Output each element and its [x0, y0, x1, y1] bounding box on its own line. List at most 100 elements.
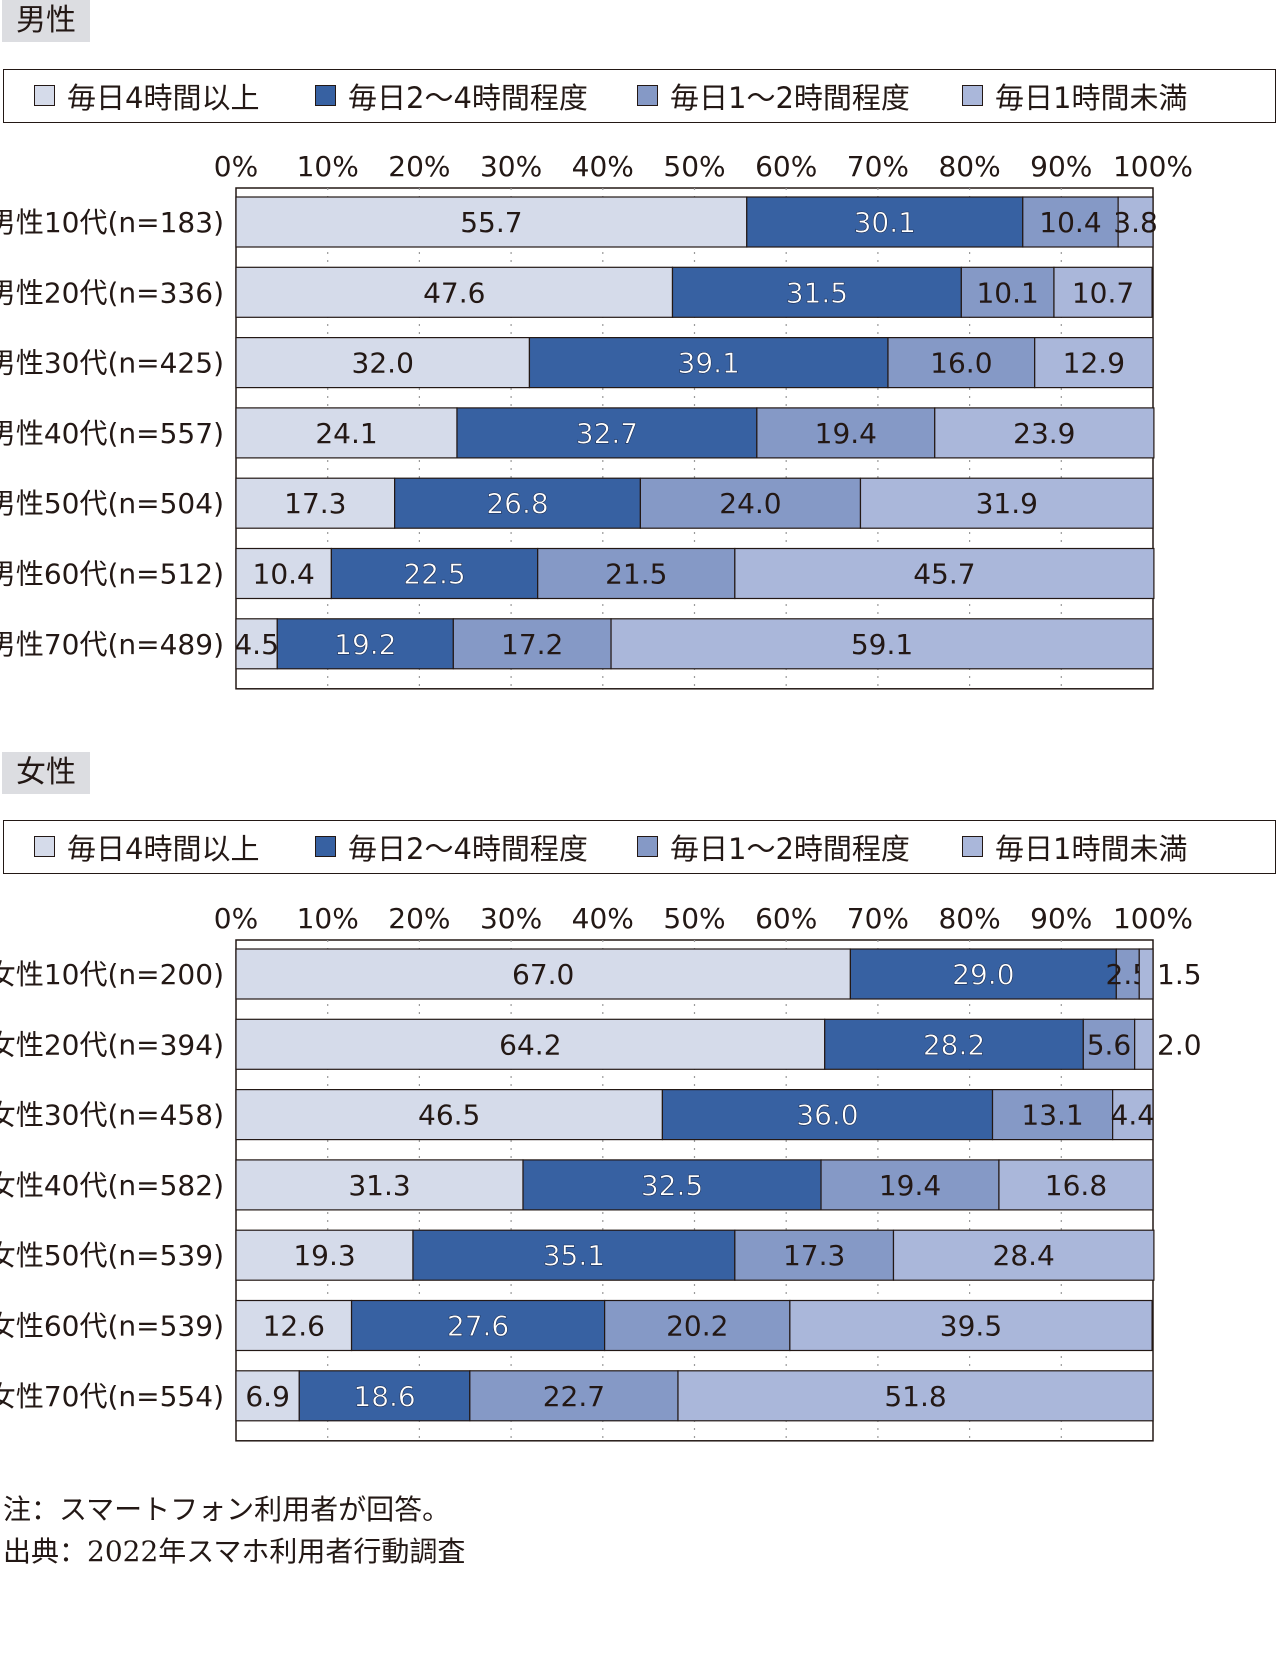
tick-label: 100%: [1113, 902, 1193, 935]
footnote-source: 出典：2022年スマホ利用者行動調査: [3, 1535, 466, 1568]
data-label: 4.5: [234, 628, 279, 661]
legend-swatch: [34, 85, 55, 106]
data-label: 12.9: [1063, 347, 1125, 380]
tick-label: 50%: [663, 150, 725, 183]
category-label: 男性50代(n=504): [0, 487, 224, 520]
legend-swatch: [637, 85, 658, 106]
bar-segment: [235, 407, 458, 459]
data-label: 16.0: [930, 347, 992, 380]
bar-segment: [820, 1159, 1000, 1211]
data-label: 10.4: [253, 558, 315, 591]
data-label: 5.6: [1087, 1028, 1132, 1061]
data-label: 10.4: [1039, 206, 1101, 239]
data-label: 19.2: [334, 628, 396, 661]
data-label: 46.5: [418, 1099, 480, 1132]
data-label: 23.9: [1013, 417, 1075, 450]
data-label: 26.8: [486, 487, 548, 520]
legend-swatch: [962, 85, 983, 106]
data-label: 10.1: [976, 276, 1038, 309]
data-label: 55.7: [460, 206, 522, 239]
tick-label: 80%: [938, 902, 1000, 935]
tick-label: 40%: [572, 150, 634, 183]
category-label: 男性20代(n=336): [0, 276, 224, 309]
data-label: 17.3: [783, 1239, 845, 1272]
bar-segment: [824, 1018, 1084, 1070]
bar-segment: [1134, 1018, 1154, 1070]
data-label: 12.6: [263, 1310, 325, 1343]
data-label: 13.1: [1021, 1099, 1083, 1132]
data-label: 18.6: [353, 1380, 415, 1413]
bar-segment: [671, 266, 962, 318]
data-label: 10.7: [1072, 276, 1134, 309]
bar-segment: [452, 618, 612, 670]
data-label: 39.5: [940, 1310, 1002, 1343]
data-label: 45.7: [913, 558, 975, 591]
data-label: 31.9: [976, 487, 1038, 520]
bar-segment: [469, 1370, 679, 1422]
tick-label: 60%: [755, 150, 817, 183]
legend-item: 毎日1時間未満: [962, 70, 1187, 121]
bar-segment: [522, 1159, 822, 1211]
bar-segment: [991, 1089, 1114, 1141]
tick-label: 70%: [847, 150, 909, 183]
data-label: 39.1: [678, 347, 740, 380]
bar-segment: [892, 1229, 1155, 1281]
data-label: 32.0: [352, 347, 414, 380]
bar-segment: [756, 407, 936, 459]
data-label: 2.0: [1157, 1028, 1202, 1061]
data-label: 29.0: [952, 958, 1014, 991]
legend-swatch: [34, 836, 55, 857]
data-label: 24.0: [719, 487, 781, 520]
bar-segment: [235, 1089, 664, 1141]
legend-item: 毎日4時間以上: [34, 70, 259, 121]
legend-label: 毎日1〜2時間程度: [670, 80, 910, 115]
tick-label: 0%: [214, 150, 258, 183]
bar-segment: [235, 1159, 524, 1211]
section-title-female: 女性: [2, 752, 90, 794]
bar-segment: [859, 477, 1154, 529]
bar-segment: [998, 1159, 1154, 1211]
bar-segment: [1112, 1089, 1154, 1141]
legend-swatch: [315, 85, 336, 106]
bar-segment: [235, 948, 851, 1000]
legend-label: 毎日2〜4時間程度: [348, 831, 588, 866]
legend-swatch: [962, 836, 983, 857]
legend-male: 毎日4時間以上 毎日2〜4時間程度 毎日1〜2時間程度 毎日1時間未満: [3, 69, 1276, 123]
legend-swatch: [315, 836, 336, 857]
legend-label: 毎日4時間以上: [67, 80, 260, 115]
bar-segment: [394, 477, 641, 529]
bar-segment: [610, 618, 1154, 670]
data-label: 32.7: [576, 417, 638, 450]
category-label: 男性60代(n=512): [0, 558, 224, 591]
category-label: 女性30代(n=458): [0, 1099, 224, 1132]
tick-label: 70%: [847, 902, 909, 935]
category-label: 男性40代(n=557): [0, 417, 224, 450]
data-label: 28.2: [923, 1028, 985, 1061]
tick-label: 60%: [755, 902, 817, 935]
category-label: 女性60代(n=539): [0, 1310, 224, 1343]
bar-segment: [746, 196, 1024, 248]
bar-segment: [235, 266, 674, 318]
bar-segment: [235, 547, 332, 600]
stacked-bar-chart-male: 0% 10% 20% 30% 40% 50% 60% 70% 80% 90% 100% 男性10代(n…: [0, 150, 1193, 690]
category-label: 女性50代(n=539): [0, 1239, 224, 1272]
legend-item: 毎日1時間未満: [962, 821, 1187, 872]
tick-label: 30%: [480, 902, 542, 935]
category-label: 女性10代(n=200): [0, 958, 224, 991]
legend-label: 毎日1〜2時間程度: [670, 831, 910, 866]
legend-item: 毎日1〜2時間程度: [637, 70, 910, 121]
bar-segment: [604, 1299, 791, 1352]
legend-label: 毎日1時間未満: [995, 80, 1188, 115]
bar-segment: [1138, 948, 1154, 1000]
data-label: 19.4: [815, 417, 877, 450]
legend-item: 毎日2〜4時間程度: [315, 70, 588, 121]
category-label: 女性20代(n=394): [0, 1028, 224, 1061]
data-label: 31.3: [348, 1169, 410, 1202]
data-label: 16.8: [1045, 1169, 1107, 1202]
data-label: 67.0: [512, 958, 574, 991]
data-label: 19.3: [293, 1239, 355, 1272]
bar-segment: [1117, 196, 1154, 248]
legend-label: 毎日2〜4時間程度: [348, 80, 588, 115]
tick-label: 0%: [214, 902, 258, 935]
tick-label: 10%: [297, 902, 359, 935]
